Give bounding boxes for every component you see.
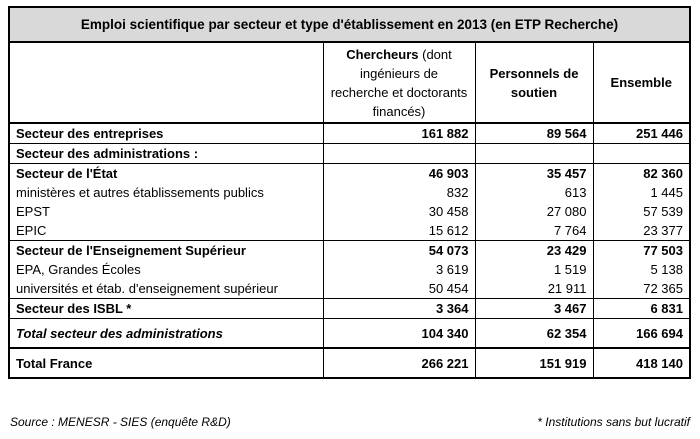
cell-soutien: 613 xyxy=(474,183,593,202)
header-chercheurs: Chercheurs (dont ingénieurs de recherche… xyxy=(322,43,475,124)
cell-chercheurs: 15 612 xyxy=(322,221,475,241)
header-chercheurs-detail: (dont ingénieurs de recherche et doctora… xyxy=(330,46,468,119)
cell-chercheurs: 104 340 xyxy=(322,318,475,349)
table-row: Secteur des ISBL * 3 364 3 467 6 831 xyxy=(10,298,689,319)
cell-soutien: 89 564 xyxy=(474,123,593,144)
cell-ensemble: 1 445 xyxy=(592,183,689,202)
footnote: * Institutions sans but lucratif xyxy=(537,415,690,429)
table-row: EPIC 15 612 7 764 23 377 xyxy=(10,221,689,241)
cell-soutien: 62 354 xyxy=(474,318,593,349)
row-label: Total secteur des administrations xyxy=(10,318,323,349)
cell-chercheurs: 50 454 xyxy=(322,279,475,299)
row-label: Secteur des ISBL * xyxy=(10,298,323,319)
row-label: Secteur de l'Enseignement Supérieur xyxy=(10,240,323,260)
cell-soutien: 27 080 xyxy=(474,202,593,221)
cell-soutien: 35 457 xyxy=(474,163,593,183)
table-row: Total France 266 221 151 919 418 140 xyxy=(10,348,689,377)
row-label: Total France xyxy=(16,355,93,371)
row-label: ministères et autres établissements publ… xyxy=(16,185,264,200)
cell-ensemble: 23 377 xyxy=(592,221,689,241)
cell-ensemble: 418 140 xyxy=(592,348,689,377)
row-label: universités et étab. d'enseignement supé… xyxy=(16,281,278,296)
footer: Source : MENESR - SIES (enquête R&D) * I… xyxy=(10,415,690,429)
table-title: Emploi scientifique par secteur et type … xyxy=(10,8,689,43)
table-row: EPA, Grandes Écoles 3 619 1 519 5 138 xyxy=(10,260,689,279)
cell-chercheurs: 161 882 xyxy=(322,123,475,144)
cell-soutien: 1 519 xyxy=(474,260,593,279)
cell-chercheurs: 832 xyxy=(322,183,475,202)
cell-soutien: 3 467 xyxy=(474,298,593,319)
table-frame: Emploi scientifique par secteur et type … xyxy=(8,6,691,379)
row-label: Secteur des entreprises xyxy=(10,123,323,144)
cell-ensemble: 72 365 xyxy=(592,279,689,299)
table-row: Secteur des entreprises 161 882 89 564 2… xyxy=(10,123,689,144)
cell-chercheurs: 3 364 xyxy=(322,298,475,319)
cell-soutien: 151 919 xyxy=(474,348,593,377)
cell-chercheurs xyxy=(322,143,475,164)
row-label: Secteur de l'État xyxy=(10,163,323,183)
cell-soutien: 23 429 xyxy=(474,240,593,260)
header-chercheurs-main: Chercheurs xyxy=(346,46,419,62)
row-label: Secteur des administrations : xyxy=(16,146,199,161)
row-label: EPIC xyxy=(16,223,47,238)
cell-ensemble: 5 138 xyxy=(592,260,689,279)
cell-ensemble xyxy=(592,143,689,164)
header-empty xyxy=(10,43,323,124)
table-row: Secteur de l'État 46 903 35 457 82 360 xyxy=(10,163,689,183)
table-row: Secteur de l'Enseignement Supérieur 54 0… xyxy=(10,240,689,260)
table-row: universités et étab. d'enseignement supé… xyxy=(10,279,689,299)
cell-chercheurs: 266 221 xyxy=(322,348,475,377)
cell-chercheurs: 54 073 xyxy=(322,240,475,260)
header-soutien: Personnels de soutien xyxy=(474,43,593,124)
table-row: ministères et autres établissements publ… xyxy=(10,183,689,202)
cell-chercheurs: 30 458 xyxy=(322,202,475,221)
cell-ensemble: 57 539 xyxy=(592,202,689,221)
table-row: EPST 30 458 27 080 57 539 xyxy=(10,202,689,221)
cell-ensemble: 77 503 xyxy=(592,240,689,260)
cell-chercheurs: 46 903 xyxy=(322,163,475,183)
cell-ensemble: 82 360 xyxy=(592,163,689,183)
cell-ensemble: 166 694 xyxy=(592,318,689,349)
cell-soutien: 21 911 xyxy=(474,279,593,299)
cell-ensemble: 6 831 xyxy=(592,298,689,319)
cell-chercheurs: 3 619 xyxy=(322,260,475,279)
cell-soutien: 7 764 xyxy=(474,221,593,241)
header-row: Chercheurs (dont ingénieurs de recherche… xyxy=(10,43,689,124)
row-label: EPA, Grandes Écoles xyxy=(16,262,141,277)
employment-table: Chercheurs (dont ingénieurs de recherche… xyxy=(10,43,689,377)
row-label: EPST xyxy=(16,204,50,219)
source-note: Source : MENESR - SIES (enquête R&D) xyxy=(10,415,231,429)
cell-ensemble: 251 446 xyxy=(592,123,689,144)
header-ensemble: Ensemble xyxy=(592,43,689,124)
table-row: Secteur des administrations : xyxy=(10,143,689,164)
cell-soutien xyxy=(474,143,593,164)
table-row: Total secteur des administrations 104 34… xyxy=(10,318,689,349)
